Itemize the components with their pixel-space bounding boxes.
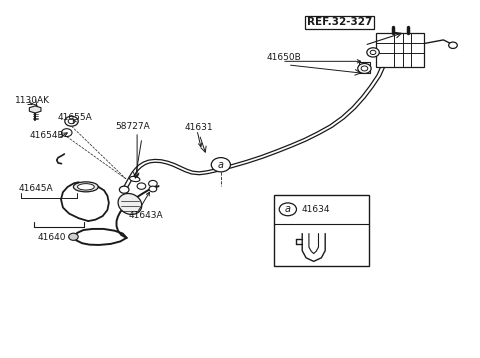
Circle shape <box>137 183 146 189</box>
Circle shape <box>279 203 297 216</box>
Text: 41655A: 41655A <box>57 113 92 122</box>
Circle shape <box>68 119 75 124</box>
Text: a: a <box>218 160 224 170</box>
Circle shape <box>120 186 129 193</box>
Ellipse shape <box>73 182 98 192</box>
Circle shape <box>61 129 72 136</box>
Text: 41640: 41640 <box>37 233 66 242</box>
Bar <box>274 195 369 266</box>
Circle shape <box>211 158 230 172</box>
Circle shape <box>370 50 376 54</box>
Text: 41654B: 41654B <box>29 131 64 140</box>
Text: 1130AK: 1130AK <box>15 96 50 105</box>
Circle shape <box>367 48 379 57</box>
Circle shape <box>149 186 157 192</box>
Text: 41645A: 41645A <box>19 184 53 193</box>
Ellipse shape <box>118 193 142 214</box>
Polygon shape <box>29 106 41 113</box>
Text: 41643A: 41643A <box>129 211 164 220</box>
Text: REF.32-327: REF.32-327 <box>307 17 372 27</box>
Circle shape <box>361 66 368 71</box>
Circle shape <box>449 42 457 48</box>
Circle shape <box>149 180 157 187</box>
Text: 58727A: 58727A <box>116 122 150 131</box>
Text: 41650B: 41650B <box>266 53 301 62</box>
Ellipse shape <box>130 176 140 182</box>
Circle shape <box>65 116 78 126</box>
Circle shape <box>69 233 78 240</box>
Bar <box>376 33 424 67</box>
Circle shape <box>358 63 371 73</box>
Text: 41634: 41634 <box>301 205 330 214</box>
Ellipse shape <box>77 184 94 190</box>
Text: a: a <box>285 204 291 214</box>
Text: 41631: 41631 <box>185 123 214 132</box>
Bar <box>359 62 370 73</box>
